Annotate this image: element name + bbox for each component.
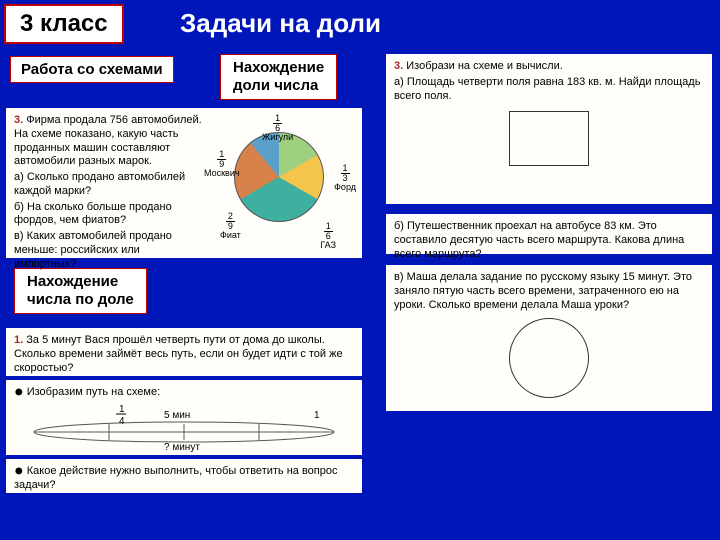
pie-circle (234, 132, 324, 222)
vasya-task-panel: 1. За 5 минут Вася прошёл четверть пути … (6, 328, 362, 376)
vasya-task-text: За 5 минут Вася прошёл четверть пути от … (14, 334, 343, 374)
travel-task-b: б) Путешественник проехал на автобусе 83… (394, 220, 684, 260)
area-task-panel: 3. Изобрази на схеме и вычисли. а) Площа… (386, 54, 712, 204)
firm-task-number: 3. (14, 114, 23, 126)
label-schemes: Работа со схемами (10, 56, 174, 83)
pie-chart: 16 Жигули 13 Форд 16 ГАЗ 29 Фиат 19 Моск… (212, 114, 352, 254)
svg-text:? минут: ? минут (164, 442, 200, 452)
page-title: Задачи на доли (180, 8, 381, 39)
masha-task-v: в) Маша делала задание по русскому языку… (394, 271, 692, 311)
firm-task-v: в) Каких автомобилей продано меньше: рос… (14, 230, 204, 271)
pie-label-gaz: 16 ГАЗ (320, 222, 336, 250)
firm-task-intro: Фирма продала 756 автомобилей. На схеме … (14, 114, 202, 167)
svg-text:5 мин: 5 мин (164, 410, 190, 421)
action-text: Какое действие нужно выполнить, чтобы от… (14, 465, 337, 491)
pie-label-moskvich: 19 Москвич (204, 150, 240, 178)
pie-label-fiat: 29 Фиат (220, 212, 241, 240)
masha-task-panel: в) Маша делала задание по русскому языку… (386, 265, 712, 411)
pie-label-zhiguli: 16 Жигули (262, 114, 293, 142)
pie-label-ford: 13 Форд (334, 164, 356, 192)
bullet-icon: ● (14, 462, 24, 479)
area-task-a: а) Площадь четверти поля равна 183 кв. м… (394, 76, 704, 104)
scheme-text: Изобразим путь на схеме: (27, 386, 160, 398)
class-badge: 3 класс (4, 4, 124, 44)
action-panel: ● Какое действие нужно выполнить, чтобы … (6, 459, 362, 493)
bullet-icon: ● (14, 383, 24, 400)
svg-text:4: 4 (119, 416, 125, 427)
firm-task-b: б) На сколько больше продано фордов, чем… (14, 201, 204, 229)
label-number-by-fraction: Нахождение числа по доле (14, 268, 147, 314)
scheme-panel: ● Изобразим путь на схеме: 1 4 5 мин 1 ?… (6, 380, 362, 455)
vasya-task-number: 1. (14, 334, 23, 346)
svg-text:1: 1 (314, 410, 320, 421)
firm-task-panel: 3. Фирма продала 756 автомобилей. На схе… (6, 108, 362, 258)
masha-circle (509, 318, 589, 398)
route-scheme: 1 4 5 мин 1 ? минут (24, 402, 344, 452)
area-task-number: 3. (394, 60, 403, 72)
travel-task-panel: б) Путешественник проехал на автобусе 83… (386, 214, 712, 254)
area-task-intro: Изобрази на схеме и вычисли. (406, 60, 563, 72)
firm-task-a: а) Сколько продано автомобилей каждой ма… (14, 171, 204, 199)
svg-text:1: 1 (119, 404, 125, 415)
label-fraction-of-number: Нахождение доли числа (220, 54, 337, 100)
area-rect (509, 111, 589, 166)
